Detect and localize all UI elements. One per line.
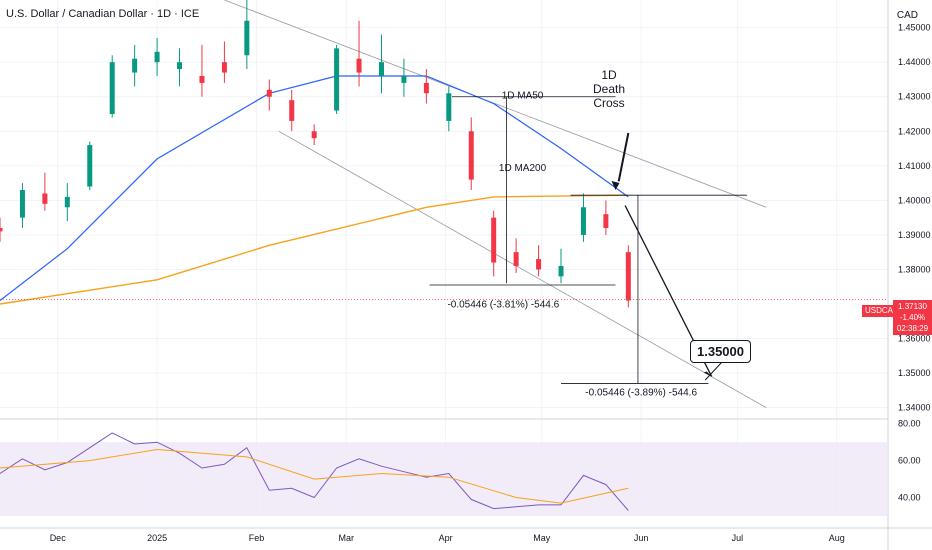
candle-body <box>446 93 452 121</box>
price-tick-label: 1.41000 <box>898 161 931 171</box>
candle-body <box>423 82 429 94</box>
candle-body <box>221 62 227 73</box>
time-tick-label: Apr <box>439 533 453 543</box>
candle-body <box>558 266 564 277</box>
rsi-band <box>0 442 888 516</box>
candle-body <box>19 190 25 218</box>
candle-body <box>378 62 384 76</box>
candle-body <box>154 51 160 63</box>
candle-body <box>266 89 272 97</box>
price-tick-label: 1.35000 <box>898 368 931 378</box>
death-cross-line-2: Death <box>592 82 626 96</box>
death-cross-arrow <box>617 132 630 182</box>
candle-body <box>603 214 609 228</box>
last-price-value: 1.37130 <box>898 302 927 311</box>
channel-lower-line <box>278 130 767 408</box>
price-tick-label: 1.40000 <box>898 195 931 205</box>
price-tick-label: 1.38000 <box>898 264 931 274</box>
time-tick-label: Aug <box>829 533 845 543</box>
channel-upper-line <box>224 0 767 208</box>
target-pointer <box>704 362 722 381</box>
measure1-label: -0.05446 (-3.81%) -544.6 <box>447 299 559 310</box>
measure2-label: -0.05446 (-3.89%) -544.6 <box>585 388 697 399</box>
price-tick-label: 1.42000 <box>898 126 931 136</box>
death-cross-line-3: Cross <box>593 96 625 110</box>
candle-body <box>0 228 3 232</box>
candle-body <box>468 131 474 180</box>
time-tick-label: 2025 <box>147 533 167 543</box>
ma50-label: 1D MA50 <box>502 90 544 101</box>
time-tick-label: Mar <box>338 533 354 543</box>
price-tick-label: 1.44000 <box>898 57 931 67</box>
time-tick-label: Jun <box>634 533 649 543</box>
death-cross-label: 1D Death Cross <box>585 68 633 110</box>
time-tick-label: May <box>533 533 551 543</box>
rsi-line <box>0 432 629 511</box>
candle-body <box>356 58 362 73</box>
time-tick-label: Dec <box>50 533 67 543</box>
candle-body <box>64 196 70 208</box>
candle-body <box>289 100 295 121</box>
candle-body <box>625 252 631 301</box>
rsi-tick-label: 80.00 <box>898 419 921 429</box>
candle-body <box>109 62 115 114</box>
candle-body <box>334 48 340 111</box>
price-tick-label: 1.43000 <box>898 92 931 102</box>
currency-label: CAD <box>896 10 918 21</box>
candle-body <box>244 20 250 56</box>
last-price-change: -1.40% <box>899 313 926 322</box>
rsi-tick-label: 60.00 <box>898 456 921 466</box>
ma200-line <box>0 194 629 305</box>
ma50-line <box>0 75 629 301</box>
symbol-badge: USDCAD <box>862 305 902 317</box>
candle-body <box>401 76 407 83</box>
chart-title: U.S. Dollar / Canadian Dollar · 1D · ICE <box>6 8 200 20</box>
rsi-signal-line <box>0 448 629 504</box>
candle-body <box>536 259 542 270</box>
price-tick-label: 1.34000 <box>898 403 931 413</box>
candle-body <box>199 76 205 83</box>
time-tick-label: Feb <box>249 533 265 543</box>
target-callout[interactable]: 1.35000 <box>690 340 751 363</box>
death-cross-line-1: 1D <box>601 68 617 82</box>
candle-body <box>513 252 519 266</box>
time-tick-label: Jul <box>732 533 744 543</box>
price-tick-label: 1.45000 <box>898 23 931 33</box>
price-tick-label: 1.39000 <box>898 230 931 240</box>
candle-body <box>311 131 317 139</box>
candle-body <box>42 193 48 204</box>
candle-body <box>580 207 586 235</box>
ma200-label: 1D MA200 <box>499 163 547 174</box>
candle-body <box>132 58 138 73</box>
price-tick-label: 1.36000 <box>898 334 931 344</box>
candle-body <box>87 145 93 187</box>
last-price-badge: 1.37130 -1.40% 02:38:29 <box>893 300 932 335</box>
rsi-tick-label: 40.00 <box>898 493 921 503</box>
candle-body <box>177 62 183 70</box>
candle-body <box>491 217 497 263</box>
bar-countdown: 02:38:29 <box>896 324 929 333</box>
death-cross-arrow-head <box>611 181 620 190</box>
